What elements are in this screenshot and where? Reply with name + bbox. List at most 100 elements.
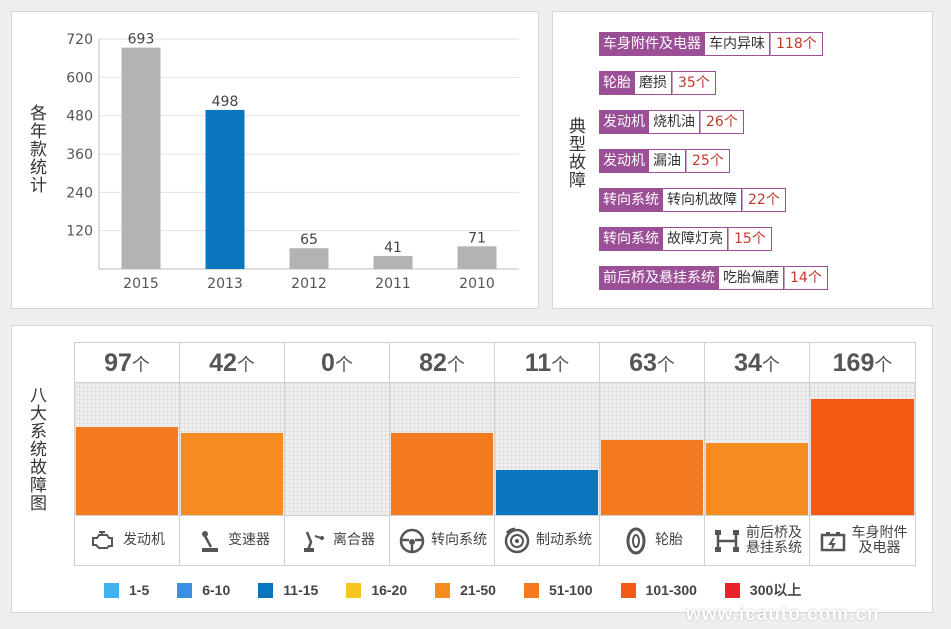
system-count-value: 97 [104, 349, 132, 377]
system-column: 0个离合器 [285, 343, 390, 565]
fault-system-tag: 发动机 [599, 110, 649, 134]
legend-item: 101-300 [620, 580, 697, 600]
yearly-stats-panel: 各年款统计 120 240 360 480 600 720 693 2015 498 2013 65… [11, 11, 539, 309]
system-name: 发动机 [123, 532, 165, 548]
system-bar-area [705, 383, 809, 515]
color-legend: 1-5 6-10 11-15 16-20 21-50 51-100 101-300 300以上 [104, 580, 829, 600]
bar-2012 [289, 248, 329, 269]
suspension-icon [715, 529, 739, 552]
system-count-value: 34 [734, 349, 762, 377]
legend-item: 16-20 [346, 580, 407, 600]
system-count: 42个 [180, 343, 284, 383]
system-name-line: 悬挂系统 [746, 539, 802, 556]
system-count-value: 0 [321, 349, 335, 377]
fault-symptom: 漏油 [649, 149, 686, 173]
legend-swatch [620, 582, 636, 598]
system-count-unit: 个 [334, 355, 353, 375]
fault-item: 前后桥及悬挂系统 吃胎偏磨 14个 [599, 266, 828, 290]
fault-system-tag: 发动机 [599, 149, 649, 173]
system-bar [601, 440, 703, 515]
y-tick-label: 720 [66, 32, 93, 48]
system-count: 82个 [390, 343, 494, 383]
system-count-unit: 个 [551, 355, 570, 375]
system-count-unit: 个 [131, 355, 150, 375]
system-label: 轮胎 [600, 515, 704, 565]
system-bar [181, 433, 283, 515]
x-tick-label: 2012 [291, 276, 327, 292]
system-faults-label: 八大系统故障图 [26, 386, 46, 512]
engine-icon [92, 530, 113, 549]
typical-faults-label: 典型故障 [565, 117, 585, 189]
system-label: 变速器 [180, 515, 284, 565]
system-column: 169个 车身附件 及电器 [810, 343, 915, 565]
tire-icon [626, 527, 646, 554]
data-label: 693 [128, 32, 155, 48]
fault-item: 发动机 漏油 25个 [599, 149, 730, 173]
x-tick-label: 2013 [207, 276, 243, 292]
x-tick-label: 2015 [123, 276, 159, 292]
x-tick-label: 2010 [459, 276, 495, 292]
system-count-value: 42 [209, 349, 237, 377]
system-bar-area [390, 383, 494, 515]
fault-count: 118个 [770, 32, 823, 56]
system-name: 离合器 [333, 532, 375, 548]
legend-swatch [177, 582, 193, 598]
system-faults-panel: 八大系统故障图 97个 发动机 42个 变速器 0个 离合器 82个 转向系统 11个 制动系统 6… [11, 325, 933, 613]
fault-count: 22个 [742, 188, 786, 212]
system-bar-area [495, 383, 599, 515]
system-bar-area [285, 383, 389, 515]
data-label: 65 [300, 232, 318, 248]
legend-label: 6-10 [202, 582, 231, 598]
system-count-value: 63 [629, 349, 657, 377]
fault-item: 发动机 烧机油 26个 [599, 110, 744, 134]
bar-2015 [121, 47, 161, 269]
system-label: 制动系统 [495, 515, 599, 565]
system-name: 制动系统 [536, 532, 592, 548]
system-count: 34个 [705, 343, 809, 383]
fault-system-tag: 车身附件及电器 [599, 32, 705, 56]
system-count-unit: 个 [761, 355, 780, 375]
system-bar-area [180, 383, 284, 515]
system-label: 车身附件 及电器 [810, 515, 915, 565]
system-name: 前后桥及 悬挂系统 [746, 525, 802, 556]
fault-system-tag: 轮胎 [599, 71, 635, 95]
legend-item: 1-5 [104, 580, 149, 600]
fault-symptom: 故障灯亮 [663, 227, 728, 251]
legend-item: 6-10 [177, 580, 230, 600]
clutch-pedal-icon [304, 531, 324, 552]
y-tick-label: 600 [66, 70, 93, 86]
brake-disc-icon [504, 527, 530, 553]
system-bar [811, 399, 914, 515]
system-name-line: 车身附件 [851, 524, 908, 541]
system-fault-grid: 97个 发动机 42个 变速器 0个 离合器 82个 转向系统 11个 制动系统 63个 轮胎 34个前… [74, 342, 916, 566]
legend-swatch [258, 582, 274, 598]
system-column: 11个制动系统 [495, 343, 600, 565]
fault-count: 35个 [672, 71, 716, 95]
system-count: 0个 [285, 343, 389, 383]
data-label: 71 [468, 230, 486, 246]
system-bar [76, 427, 178, 515]
fault-system-tag: 转向系统 [599, 188, 663, 212]
fault-symptom: 车内异味 [705, 32, 770, 56]
fault-symptom: 烧机油 [649, 110, 700, 134]
legend-swatch [724, 582, 740, 598]
fault-symptom: 转向机故障 [663, 188, 742, 212]
system-count-value: 11 [524, 349, 552, 377]
watermark: www.icauto.com.cn [686, 604, 880, 625]
fault-symptom: 吃胎偏磨 [719, 266, 784, 290]
typical-faults-panel: 典型故障 车身附件及电器 车内异味 118个轮胎 磨损 35个发动机 烧机油 26个 发动机漏… [552, 11, 933, 309]
yearly-bar-chart: 120 240 360 480 600 720 693 2015 498 2013 65 2012 41… [66, 32, 519, 292]
data-label: 498 [212, 94, 239, 110]
system-name: 轮胎 [655, 532, 683, 548]
system-label: 离合器 [285, 515, 389, 565]
legend-item: 21-50 [435, 580, 496, 600]
fault-symptom: 磨损 [635, 71, 672, 95]
fault-count: 14个 [784, 266, 828, 290]
system-bar [496, 470, 598, 515]
bar-2010 [457, 246, 497, 269]
gearshift-icon [202, 530, 218, 552]
system-bar-area [810, 383, 915, 515]
system-count-unit: 个 [236, 355, 255, 375]
system-name: 变速器 [228, 532, 270, 548]
battery-icon [820, 531, 845, 551]
